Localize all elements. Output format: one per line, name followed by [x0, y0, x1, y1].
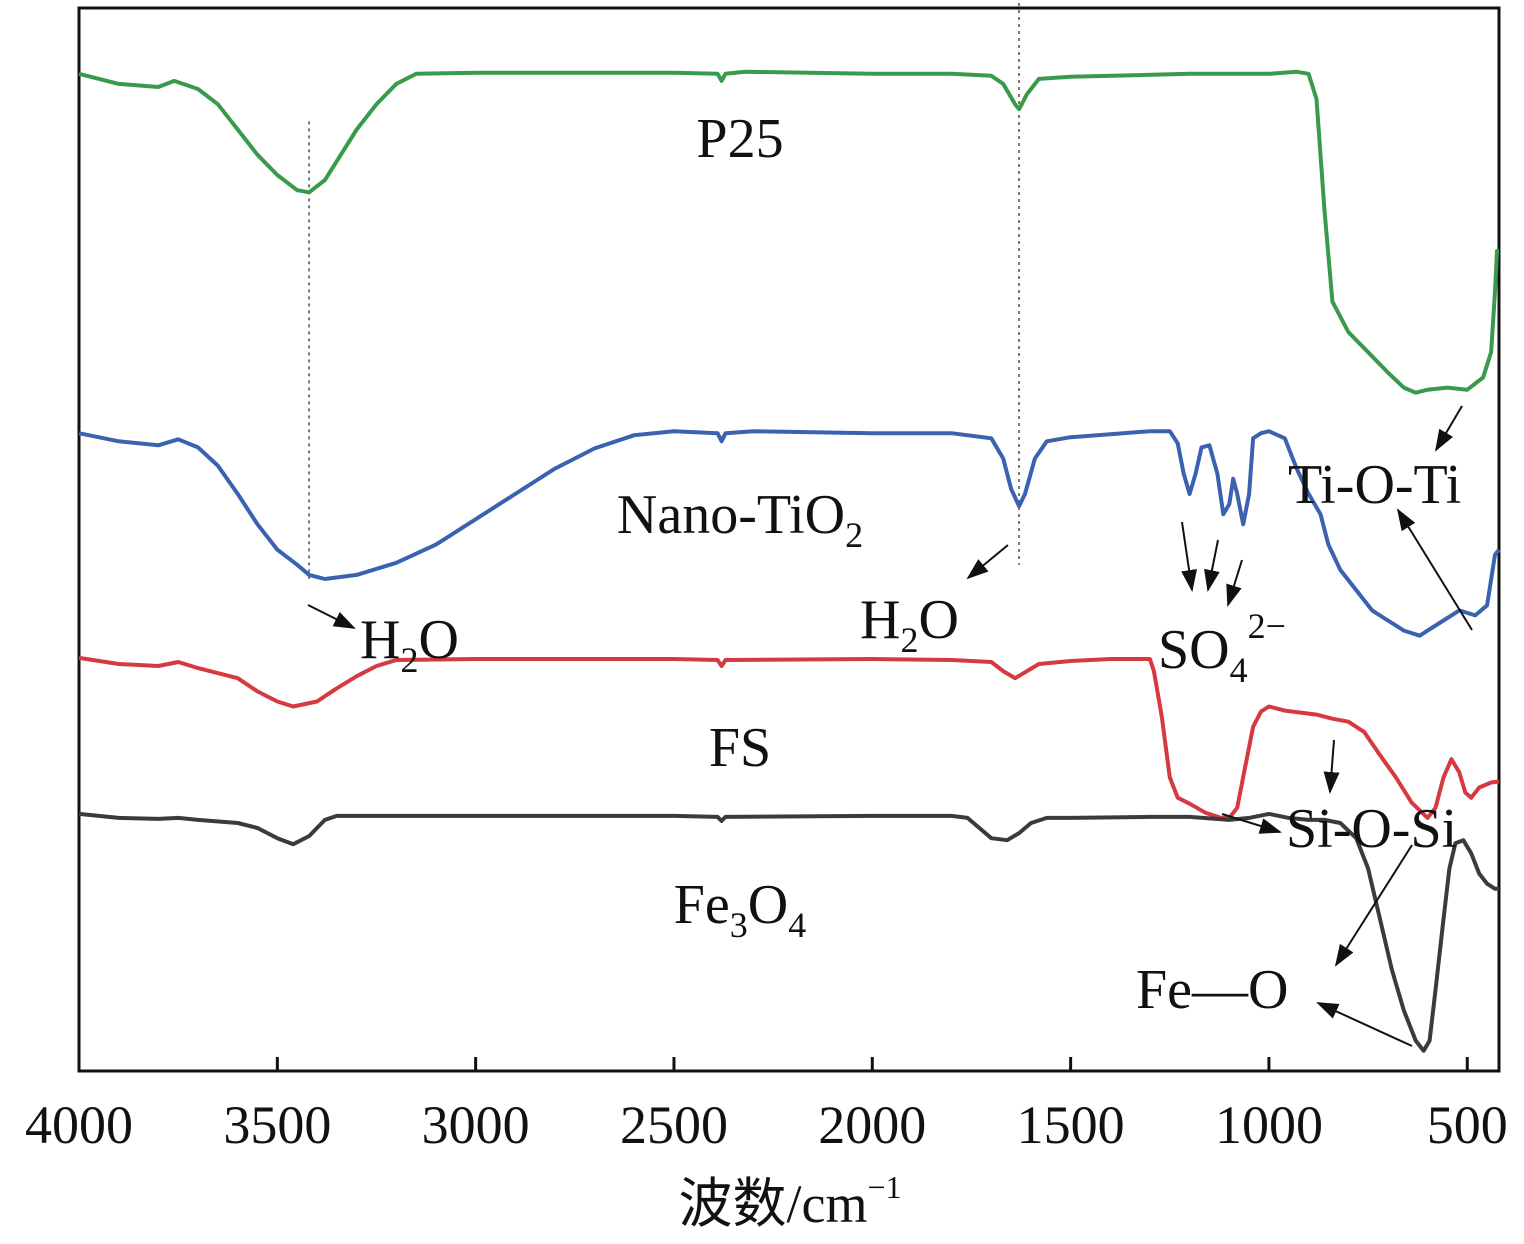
x-tick-label: 3500: [223, 1095, 331, 1155]
arrow-so4-2: [1204, 539, 1220, 592]
series-line-fs: [78, 655, 1500, 820]
series-label-fe3o4: Fe3O4: [674, 874, 806, 945]
annotation-h2o-mid-h: H: [860, 589, 900, 651]
annotation-so4-sub: 4: [1230, 650, 1248, 690]
x-tick-label: 4000: [25, 1095, 133, 1155]
arrow-ti-o-ti-p25: [1434, 405, 1463, 452]
annotation-h2o-left-sub: 2: [400, 640, 418, 680]
x-tick-label: 500: [1427, 1095, 1508, 1155]
series-line-nano-tio2: [78, 429, 1501, 638]
x-axis-ticks: 4000 3500 3000 2500 2000 1500 1000 500: [25, 1057, 1508, 1155]
series-label-fe3o4-sub3: 3: [730, 905, 748, 945]
arrow-fe-o-siosi: [1334, 844, 1413, 967]
series-layer: [78, 69, 1501, 1053]
arrow-ti-o-ti-nano: [1396, 508, 1473, 631]
annotation-so4-base: SO: [1158, 619, 1230, 681]
x-axis-label-sup: −1: [867, 1169, 901, 1205]
arrow-si-o-si-fs-low: [1221, 813, 1282, 834]
annotation-h2o-mid-sub: 2: [900, 620, 918, 660]
annotation-h2o-mid: H2O: [860, 589, 959, 660]
x-axis-label: 波数/cm−1: [678, 1169, 901, 1234]
series-label-nano-tio2-main: Nano-TiO: [617, 484, 845, 546]
series-label-fe3o4-o: O: [748, 874, 788, 936]
annotation-h2o-left-h: H: [360, 609, 400, 671]
x-tick-label: 1000: [1215, 1095, 1323, 1155]
arrow-so4-1: [1181, 521, 1198, 592]
x-tick-label: 2000: [818, 1095, 926, 1155]
annotation-h2o-left-o: O: [418, 609, 458, 671]
annotation-fe-o: Fe—O: [1136, 959, 1288, 1021]
series-line-p25: [78, 69, 1499, 395]
arrow-h2o-left: [307, 604, 356, 629]
series-label-fe3o4-fe: Fe: [674, 874, 730, 936]
series-label-nano-tio2-sub: 2: [845, 515, 863, 555]
annotation-so4-sup: 2−: [1248, 606, 1286, 646]
x-axis-label-main: 波数/cm: [678, 1174, 867, 1234]
annotation-h2o-left: H2O: [360, 609, 459, 680]
annotation-ti-o-ti: Ti-O-Ti: [1288, 454, 1461, 516]
series-label-nano-tio2: Nano-TiO2: [617, 484, 863, 555]
series-label-fe3o4-sub4: 4: [788, 905, 806, 945]
arrow-so4-3: [1226, 559, 1243, 607]
plot-frame: [77, 6, 1501, 1073]
series-line-fe3o4: [78, 811, 1499, 1053]
arrow-h2o-mid: [966, 544, 1009, 580]
series-label-p25: P25: [696, 108, 783, 170]
annotation-arrows: [307, 405, 1473, 1047]
arrow-fe-o-dip: [1316, 1002, 1413, 1047]
x-tick-label: 2500: [620, 1095, 728, 1155]
x-tick-label: 3000: [422, 1095, 530, 1155]
arrow-si-o-si-fs-high: [1323, 739, 1340, 794]
annotation-h2o-mid-o: O: [918, 589, 958, 651]
reference-lines: [308, 2, 1021, 579]
annotation-so4: SO42−: [1158, 606, 1286, 690]
x-tick-label: 1500: [1017, 1095, 1125, 1155]
annotation-si-o-si: Si-O-Si: [1286, 798, 1457, 860]
series-label-fs: FS: [709, 717, 771, 779]
